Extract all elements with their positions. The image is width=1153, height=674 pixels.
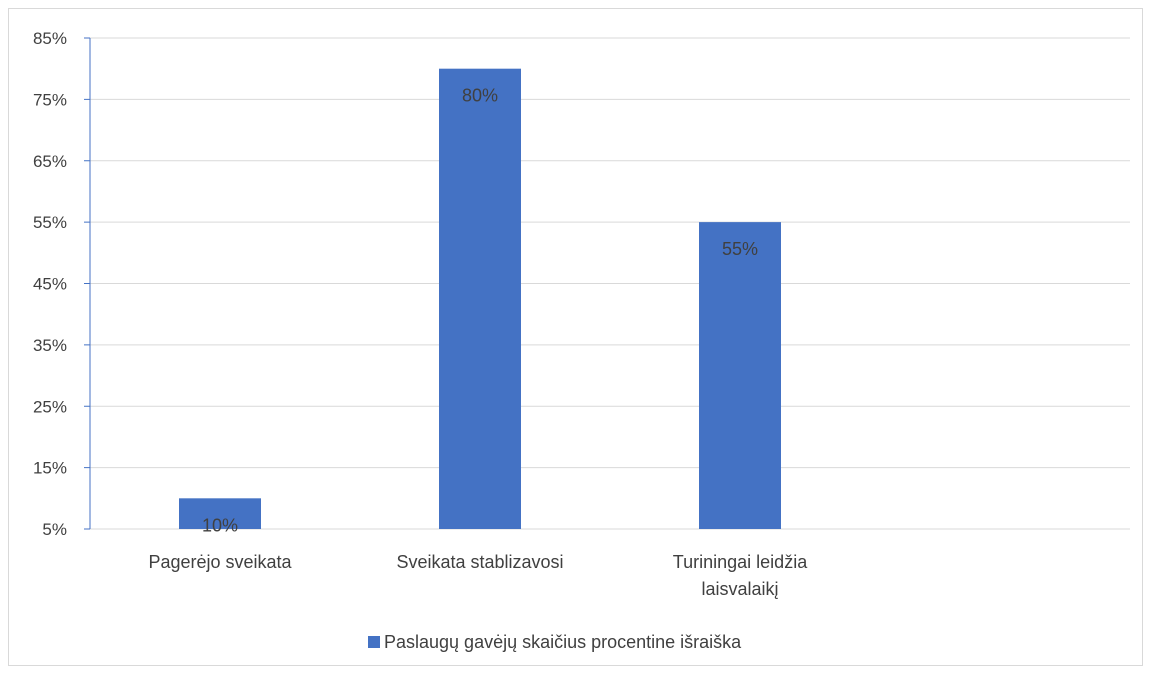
y-tick-label: 5% [42, 520, 67, 539]
category-label: Turiningai leidžia [673, 552, 808, 572]
legend-swatch [368, 636, 380, 648]
y-tick-label: 65% [33, 152, 67, 171]
y-tick-label: 25% [33, 397, 67, 416]
y-tick-label: 45% [33, 275, 67, 294]
data-label: 55% [722, 239, 758, 259]
y-tick-label: 55% [33, 213, 67, 232]
y-tick-label: 15% [33, 459, 67, 478]
bar [179, 498, 261, 529]
chart-frame [8, 8, 1143, 666]
category-label: laisvalaikį [701, 579, 778, 599]
bar [699, 222, 781, 529]
category-label: Pagerėjo sveikata [148, 552, 292, 572]
y-tick-label: 75% [33, 90, 67, 109]
y-tick-label: 35% [33, 336, 67, 355]
bar [439, 68, 521, 529]
y-tick-label: 85% [33, 29, 67, 48]
data-label: 10% [202, 515, 238, 535]
data-label: 80% [462, 86, 498, 106]
legend-label: Paslaugų gavėjų skaičius procentine išra… [384, 632, 742, 652]
category-label: Sveikata stablizavosi [396, 552, 563, 572]
